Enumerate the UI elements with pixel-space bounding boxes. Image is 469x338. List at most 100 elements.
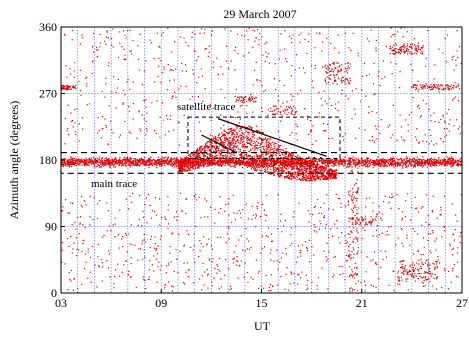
scatter-point-main-trace — [118, 161, 120, 164]
scatter-point-cluster-280-left — [67, 88, 69, 91]
scatter-point-satellite-cloud — [249, 143, 251, 145]
scatter-point-main-trace — [95, 162, 97, 164]
scatter-point-main-trace — [75, 160, 77, 162]
scatter-point-cluster-330 — [392, 50, 395, 52]
scatter-point-main-trace — [288, 164, 290, 166]
scatter-point-satellite-cloud — [190, 157, 193, 160]
scatter-point-satellite-cloud — [259, 131, 261, 133]
scatter-point-satellite-cloud — [297, 163, 300, 165]
scatter-point-main-trace — [295, 164, 297, 166]
scatter-point-main-trace — [369, 164, 372, 166]
scatter-point-satellite-cloud — [259, 169, 261, 171]
scatter-point-satellite-cloud — [280, 174, 282, 177]
scatter-point-satellite-cloud — [310, 179, 312, 181]
scatter-point-cluster-300 — [345, 77, 347, 80]
scatter-point-main-trace — [108, 158, 110, 160]
scatter-point-main-trace — [108, 164, 111, 166]
scatter-point-main-trace — [156, 164, 158, 166]
scatter-point-cluster-300 — [340, 68, 343, 70]
scatter-point-satellite-cloud — [207, 147, 209, 149]
scatter-point-main-trace — [66, 159, 69, 161]
scatter-point-satellite-cloud — [203, 153, 205, 155]
scatter-point-main-trace — [218, 161, 220, 163]
scatter-point-main-trace — [438, 161, 440, 163]
scatter-point-satellite-cloud — [244, 146, 246, 149]
scatter-point-main-trace — [358, 159, 360, 162]
scatter-point-main-trace — [162, 158, 164, 161]
scatter-point-main-trace — [211, 164, 213, 166]
scatter-point-satellite-cloud — [212, 138, 214, 140]
scatter-point-main-trace — [364, 160, 366, 162]
scatter-point-cluster-280-right — [414, 84, 417, 86]
scatter-point-satellite-cloud — [228, 152, 231, 154]
scatter-point-main-trace — [70, 157, 72, 159]
scatter-point-main-trace — [403, 163, 405, 165]
scatter-point-satellite-cloud — [234, 146, 236, 148]
scatter-point-satellite-cloud — [289, 166, 291, 168]
scatter-point-satellite-cloud — [252, 160, 254, 162]
scatter-point-main-trace — [109, 166, 111, 169]
scatter-point-satellite-cloud — [291, 161, 293, 164]
scatter-point-main-trace — [389, 157, 392, 159]
scatter-point-cluster-330 — [422, 46, 424, 48]
scatter-point-main-trace — [147, 160, 149, 162]
scatter-point-main-trace — [331, 161, 333, 163]
scatter-point-main-trace — [386, 164, 388, 166]
scatter-point-main-trace — [251, 158, 253, 160]
scatter-point-satellite-cloud — [307, 164, 309, 166]
scatter-point-cluster-280-right — [432, 86, 435, 89]
scatter-point-satellite-cloud — [250, 149, 252, 151]
scatter-point-satellite-cloud — [312, 177, 314, 179]
scatter-point-main-trace — [98, 159, 101, 161]
scatter-point-main-trace — [395, 164, 397, 166]
scatter-point-satellite-cloud — [201, 147, 203, 150]
scatter-point-satellite-cloud — [196, 158, 198, 160]
scatter-point-satellite-cloud — [239, 148, 242, 151]
scatter-point-main-trace — [195, 156, 197, 158]
scatter-point-cluster-330 — [397, 51, 399, 53]
scatter-point-main-trace — [108, 163, 111, 165]
scatter-point-main-trace — [449, 160, 452, 162]
scatter-point-satellite-cloud — [332, 170, 334, 172]
scatter-point-main-trace — [250, 158, 252, 160]
scatter-point-main-trace — [432, 164, 434, 167]
scatter-point-main-trace — [280, 163, 282, 165]
scatter-point-main-trace — [295, 165, 298, 167]
scatter-point-satellite-cloud — [273, 171, 275, 173]
scatter-point-main-trace — [323, 162, 325, 164]
scatter-point-main-trace — [444, 163, 447, 165]
scatter-point-satellite-cloud — [214, 156, 216, 158]
scatter-point-main-trace — [163, 162, 165, 164]
scatter-point-satellite-cloud — [281, 157, 283, 159]
scatter-point-satellite-cloud — [253, 140, 255, 143]
scatter-point-cluster-100 — [360, 224, 362, 226]
scatter-point-satellite-cloud — [316, 177, 318, 179]
scatter-point-main-trace — [283, 160, 285, 162]
scatter-point-satellite-cloud — [310, 171, 312, 173]
scatter-point-satellite-cloud — [303, 168, 305, 170]
scatter-point-main-trace — [211, 160, 214, 162]
scatter-point-satellite-cloud — [276, 158, 279, 160]
scatter-point-main-trace — [442, 159, 444, 161]
scatter-point-main-trace — [396, 163, 399, 165]
scatter-point-main-trace — [303, 160, 306, 162]
scatter-point-satellite-cloud — [293, 177, 295, 179]
scatter-point-satellite-cloud — [282, 149, 284, 151]
scatter-point-main-trace — [101, 160, 104, 162]
scatter-point-satellite-cloud — [258, 166, 260, 168]
scatter-point-satellite-cloud — [196, 160, 198, 163]
scatter-point-main-trace — [289, 162, 291, 164]
scatter-point-main-trace — [102, 163, 104, 165]
scatter-point-main-trace — [410, 164, 412, 166]
scatter-point-main-trace — [310, 160, 312, 163]
scatter-point-satellite-cloud — [233, 148, 235, 150]
scatter-point-main-trace — [312, 159, 314, 161]
scatter-point-satellite-cloud — [249, 163, 251, 166]
scatter-point-main-trace — [154, 161, 156, 163]
scatter-point-cluster-248 — [294, 107, 296, 109]
scatter-point-cluster-265 — [239, 96, 241, 98]
scatter-point-satellite-cloud — [199, 158, 202, 160]
scatter-point-main-trace — [422, 156, 424, 158]
scatter-point-satellite-cloud — [261, 145, 263, 148]
scatter-point-satellite-cloud — [282, 170, 285, 172]
